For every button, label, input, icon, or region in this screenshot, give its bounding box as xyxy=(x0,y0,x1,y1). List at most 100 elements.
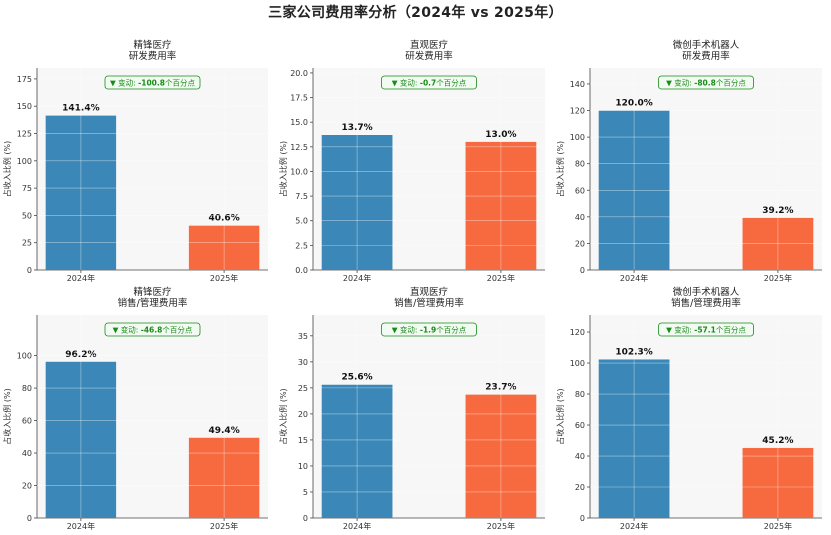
y-tick-label: 60 xyxy=(575,421,585,430)
y-tick-label: 100 xyxy=(570,133,585,142)
change-badge-text: ▼ 变动: -57.1个百分点 xyxy=(666,325,746,335)
change-value: -0.7 xyxy=(420,79,436,88)
y-tick-label: 10 xyxy=(298,462,308,471)
y-tick-label: 20 xyxy=(575,483,585,492)
y-tick-label: 40 xyxy=(575,213,585,222)
figure-title: 三家公司费用率分析（2024年 vs 2025年） xyxy=(268,5,563,21)
y-axis-label: 占收入比例 (%) xyxy=(555,141,565,197)
change-prefix: ▼ 变动: xyxy=(666,78,694,88)
change-prefix: ▼ 变动: xyxy=(113,325,141,335)
chart-title-company: 精锋医疗 xyxy=(133,286,172,298)
chart-title-metric: 销售/管理费用率 xyxy=(394,297,464,309)
y-tick-label: 60 xyxy=(575,186,585,195)
y-tick-label: 10.0 xyxy=(290,167,308,176)
change-suffix: 个百分点 xyxy=(436,79,466,88)
x-tick-label: 2024年 xyxy=(343,273,371,283)
x-tick-label: 2025年 xyxy=(210,521,238,531)
y-tick-label: 100 xyxy=(17,352,32,361)
change-suffix: 个百分点 xyxy=(165,79,195,88)
change-suffix: 个百分点 xyxy=(436,326,466,335)
y-tick-label: 120 xyxy=(570,328,585,337)
y-tick-label: 50 xyxy=(22,211,32,220)
y-tick-label: 2.5 xyxy=(295,241,308,250)
chart-title-metric: 研发费用率 xyxy=(405,50,453,62)
change-badge xyxy=(104,75,201,90)
change-suffix: 个百分点 xyxy=(162,326,192,335)
y-tick-label: 100 xyxy=(570,359,585,368)
x-tick-label: 2025年 xyxy=(764,273,792,283)
change-badge-text: ▼ 变动: -1.9个百分点 xyxy=(392,325,467,335)
y-tick-label: 150 xyxy=(17,102,32,111)
change-value: -1.9 xyxy=(420,326,436,335)
y-tick-label: 0 xyxy=(27,266,32,275)
chart-title-company: 精锋医疗 xyxy=(133,39,172,51)
chart-title-company: 直观医疗 xyxy=(410,39,449,51)
change-prefix: ▼ 变动: xyxy=(110,78,138,88)
change-prefix: ▼ 变动: xyxy=(392,325,420,335)
change-badge-text: ▼ 变动: -80.8个百分点 xyxy=(666,78,746,88)
change-value: -46.8 xyxy=(141,326,163,335)
y-tick-label: 80 xyxy=(575,160,585,169)
y-tick-label: 12.5 xyxy=(290,143,308,152)
y-tick-label: 7.5 xyxy=(295,192,308,201)
chart-title-company: 直观医疗 xyxy=(410,286,449,298)
y-tick-label: 25 xyxy=(298,384,308,393)
y-axis-label: 占收入比例 (%) xyxy=(278,388,288,444)
y-tick-label: 125 xyxy=(17,130,32,139)
y-axis-label: 占收入比例 (%) xyxy=(555,388,565,444)
change-value: -57.1 xyxy=(694,326,716,335)
x-tick-label: 2024年 xyxy=(620,273,648,283)
y-tick-label: 20 xyxy=(22,482,32,491)
chart-title: 微创手术机器人研发费用率 xyxy=(673,39,740,62)
y-tick-label: 75 xyxy=(22,184,32,193)
change-badge xyxy=(381,75,477,90)
y-axis-label: 占收入比例 (%) xyxy=(2,388,12,444)
y-tick-label: 25 xyxy=(22,239,32,248)
y-tick-label: 100 xyxy=(17,157,32,166)
chart-panel-2: 直观医疗研发费用率 0.0 2.5 5.0 7.5 10.0 12.5 15.0 17.5 20.… xyxy=(278,39,545,283)
y-tick-label: 17.5 xyxy=(290,94,308,103)
change-prefix: ▼ 变动: xyxy=(392,78,420,88)
y-tick-label: 30 xyxy=(298,358,308,367)
change-prefix: ▼ 变动: xyxy=(666,325,694,335)
y-axis-label: 占收入比例 (%) xyxy=(278,141,288,197)
change-badge xyxy=(658,75,754,90)
y-tick-label: 140 xyxy=(570,80,585,89)
change-badge xyxy=(658,322,754,337)
x-tick-label: 2025年 xyxy=(764,521,792,531)
y-tick-label: 40 xyxy=(575,452,585,461)
change-suffix: 个百分点 xyxy=(716,326,746,335)
y-tick-label: 80 xyxy=(22,384,32,393)
y-tick-label: 35 xyxy=(298,332,308,341)
y-tick-label: 60 xyxy=(22,417,32,426)
y-tick-label: 0.0 xyxy=(295,266,308,275)
y-tick-label: 40 xyxy=(22,449,32,458)
change-suffix: 个百分点 xyxy=(716,79,746,88)
chart-title: 微创手术机器人销售/管理费用率 xyxy=(671,286,741,309)
y-tick-label: 0 xyxy=(580,514,585,523)
chart-title: 直观医疗销售/管理费用率 xyxy=(394,286,464,309)
chart-title-metric: 销售/管理费用率 xyxy=(671,297,741,309)
chart-title-company: 微创手术机器人 xyxy=(673,286,740,298)
x-tick-label: 2025年 xyxy=(487,521,515,531)
chart-title: 直观医疗研发费用率 xyxy=(405,39,453,62)
chart-title: 精锋医疗研发费用率 xyxy=(129,39,177,62)
change-badge xyxy=(104,322,201,337)
x-tick-label: 2024年 xyxy=(67,521,95,531)
change-value: -100.8 xyxy=(138,79,165,88)
change-badge-text: ▼ 变动: -100.8个百分点 xyxy=(110,78,195,88)
y-tick-label: 5.0 xyxy=(295,217,308,226)
change-value: -80.8 xyxy=(694,79,716,88)
y-tick-label: 0 xyxy=(580,266,585,275)
chart-title-metric: 研发费用率 xyxy=(129,50,177,62)
y-axis-label: 占收入比例 (%) xyxy=(2,141,12,197)
chart-title-company: 微创手术机器人 xyxy=(673,39,740,51)
y-tick-label: 175 xyxy=(17,75,32,84)
y-tick-label: 5 xyxy=(303,488,308,497)
